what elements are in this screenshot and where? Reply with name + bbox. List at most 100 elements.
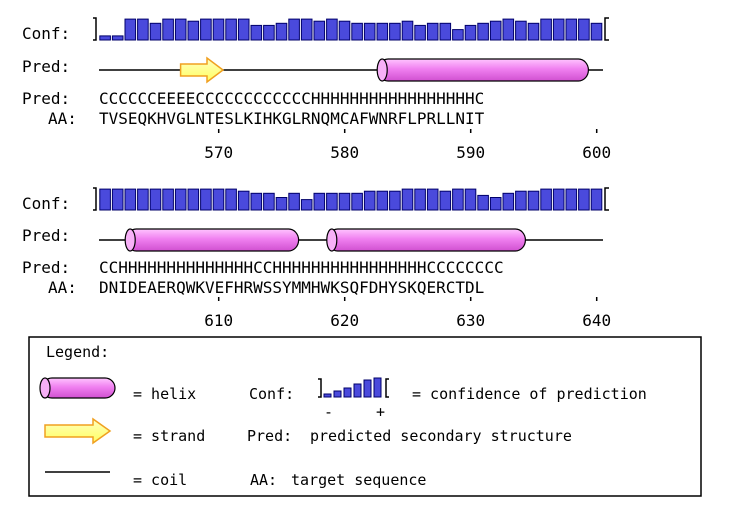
confidence-bar xyxy=(414,188,426,211)
confidence-bar xyxy=(187,20,200,41)
confidence-bar xyxy=(300,199,313,211)
confidence-bar xyxy=(137,18,149,41)
legend-conf-desc: = confidence of prediction xyxy=(412,385,647,403)
sequence-block-1: Conf: Pred: Pred: AA: CCCCCCEEEECCCCCCCC… xyxy=(22,17,611,162)
legend-conf-label: Conf: xyxy=(249,385,294,403)
confidence-bar xyxy=(552,18,565,41)
pred-label: Pred: xyxy=(22,226,70,245)
confidence-bars xyxy=(93,17,609,41)
confidence-bar xyxy=(464,188,477,211)
amino-acid-sequence: DNIDEAERQWKVEFHRWSSYMMHWKSQFDHYSKQERCTDL xyxy=(99,278,484,297)
confidence-bar xyxy=(452,29,464,41)
confidence-bar xyxy=(439,190,452,211)
legend-bracket-right xyxy=(385,378,389,398)
confidence-bar xyxy=(174,18,187,41)
confidence-bar xyxy=(149,22,162,41)
legend-coil-text: = coil xyxy=(133,471,187,489)
confidence-bar xyxy=(363,22,376,41)
legend-helix-icon xyxy=(39,377,116,399)
confidence-bar xyxy=(326,18,338,41)
legend-conf-plus: + xyxy=(376,403,385,421)
confidence-bar xyxy=(200,188,212,211)
strand-arrow xyxy=(179,56,225,84)
legend-confidence-bar xyxy=(373,377,382,398)
confidence-bar xyxy=(540,188,552,211)
confidence-bar xyxy=(111,188,124,211)
tick-label: 630 xyxy=(456,311,485,330)
confidence-bar xyxy=(540,18,552,41)
legend-strand-icon xyxy=(44,417,112,445)
confidence-bar xyxy=(99,188,111,211)
legend-pred-desc: predicted secondary structure xyxy=(310,427,572,445)
aa-label: AA: xyxy=(48,109,77,128)
confidence-bar xyxy=(338,20,351,41)
legend-confidence-bars-icon xyxy=(318,377,389,398)
confidence-bar xyxy=(162,188,174,211)
legend-confidence-bar xyxy=(353,383,362,398)
confidence-bar xyxy=(263,24,275,41)
tick-label: 600 xyxy=(582,143,611,162)
legend-helix-text: = helix xyxy=(133,385,196,403)
confidence-bar xyxy=(578,188,590,211)
confidence-bar xyxy=(389,190,401,211)
position-ticks: 570 580 590 600 xyxy=(204,129,611,162)
confidence-bar xyxy=(212,18,225,41)
confidence-bar xyxy=(515,20,527,41)
tick-label: 580 xyxy=(330,143,359,162)
legend-bracket-left xyxy=(318,378,322,398)
conf-bracket-left xyxy=(93,17,97,41)
confidence-bar xyxy=(137,188,149,211)
confidence-bar xyxy=(212,188,225,211)
legend-pred-label: Pred: xyxy=(247,427,292,445)
confidence-bar xyxy=(426,188,439,211)
helix-cylinder-end xyxy=(326,228,338,252)
confidence-bar xyxy=(363,190,376,211)
legend-confidence-bar xyxy=(363,379,372,398)
pred-ss-label: Pred: xyxy=(22,258,70,277)
conf-bracket-left xyxy=(93,187,97,211)
confidence-bar xyxy=(439,22,452,41)
legend-confidence-bar xyxy=(323,393,332,398)
confidence-bar xyxy=(225,188,237,211)
confidence-bar xyxy=(313,20,326,41)
confidence-bar xyxy=(225,18,237,41)
confidence-bar xyxy=(464,24,477,41)
tick-label: 590 xyxy=(456,143,485,162)
confidence-bar xyxy=(389,22,401,41)
confidence-bar xyxy=(237,190,250,211)
confidence-bar xyxy=(275,22,288,41)
confidence-bar xyxy=(489,20,502,41)
sequence-block-2: Conf: Pred: Pred: AA: CCHHHHHHHHHHHHHHCC… xyxy=(22,187,611,330)
conf-label: Conf: xyxy=(22,194,70,213)
confidence-bar xyxy=(477,194,489,211)
position-ticks: 610 620 630 640 xyxy=(204,297,611,330)
confidence-bar xyxy=(275,197,288,211)
confidence-bar xyxy=(124,18,137,41)
confidence-bar xyxy=(565,18,578,41)
confidence-bar xyxy=(162,18,174,41)
confidence-bar xyxy=(300,18,313,41)
confidence-bar xyxy=(452,188,464,211)
confidence-bar xyxy=(313,192,326,211)
confidence-bar xyxy=(502,18,515,41)
tick-label: 610 xyxy=(204,311,233,330)
confidence-bar xyxy=(527,22,540,41)
tick-label: 570 xyxy=(204,143,233,162)
secondary-structure-cartoon xyxy=(99,56,603,84)
conf-bracket-right xyxy=(604,187,609,211)
confidence-bar xyxy=(124,188,137,211)
confidence-bar xyxy=(288,192,300,211)
tick-label: 640 xyxy=(582,311,611,330)
confidence-bar xyxy=(426,22,439,41)
confidence-bar xyxy=(351,192,363,211)
confidence-bar xyxy=(288,18,300,41)
amino-acid-sequence: TVSEQKHVGLNTESLKIHKGLRNQMCAFWNRFLPRLLNIT xyxy=(99,109,485,128)
legend-title: Legend: xyxy=(46,343,109,361)
confidence-bar xyxy=(174,188,187,211)
tick-label: 620 xyxy=(330,311,359,330)
confidence-bar xyxy=(552,188,565,211)
confidence-bar xyxy=(502,192,515,211)
helix-cylinder-end xyxy=(124,228,136,252)
confidence-bar xyxy=(590,22,603,41)
